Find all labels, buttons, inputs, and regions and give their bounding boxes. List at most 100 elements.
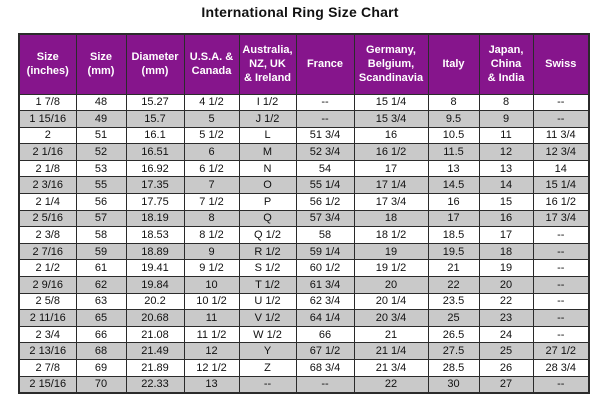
table-cell: 21 3/4	[353, 359, 429, 377]
table-cell: U 1/2	[238, 292, 297, 311]
table-cell: 23.5	[427, 292, 480, 311]
table-cell: W 1/2	[238, 325, 297, 344]
table-cell: 24	[478, 325, 534, 344]
table-cell: --	[295, 375, 355, 394]
table-cell: 8	[427, 93, 480, 112]
table-cell: 16.51	[125, 143, 185, 161]
table-cell: --	[532, 110, 590, 128]
table-cell: 65	[75, 309, 127, 327]
table-cell: 19.41	[125, 259, 185, 278]
table-cell: 2 3/8	[18, 226, 77, 244]
column-header: U.S.A. & Canada	[183, 33, 240, 95]
table-cell: 19 1/2	[353, 259, 429, 278]
table-cell: 48	[75, 93, 127, 112]
table-cell: 68	[75, 342, 127, 360]
table-row: 2 11/16 65 20.68 11 V 1/2 64 1/4 20 3/4 25 23 --	[18, 309, 590, 327]
table-cell: 20.2	[125, 292, 185, 311]
table-cell: 17	[478, 226, 534, 244]
table-cell: 9	[478, 110, 534, 128]
table-cell: 19.84	[125, 276, 185, 294]
table-cell: 22	[478, 292, 534, 311]
table-cell: Q 1/2	[238, 226, 297, 244]
column-header: Swiss	[532, 33, 590, 95]
table-cell: 2 7/8	[18, 359, 77, 377]
table-row: 2 1/16 52 16.51 6 M 52 3/4 16 1/2 11.5 12 12 3/4	[18, 143, 590, 161]
column-header: Germany, Belgium, Scandinavia	[353, 33, 429, 95]
table-cell: 16 1/2	[532, 193, 590, 211]
column-header: Diameter (mm)	[125, 33, 185, 95]
table-row: 2 7/8 69 21.89 12 1/2 Z 68 3/4 21 3/4 28.5 26 28 …	[18, 359, 590, 377]
table-cell: 49	[75, 110, 127, 128]
table-cell: N	[238, 159, 297, 178]
table-cell: 12 1/2	[183, 359, 240, 377]
column-header: Size (mm)	[75, 33, 127, 95]
table-cell: 57 3/4	[295, 209, 355, 228]
table-cell: 17	[427, 209, 480, 228]
table-cell: 30	[427, 375, 480, 394]
table-cell: 7	[183, 176, 240, 195]
table-cell: 2 11/16	[18, 309, 77, 327]
table-row: 2 51 16.1 5 1/2 L 51 3/4 16 10.5 11 11 3/4	[18, 126, 590, 145]
table-cell: 2 9/16	[18, 276, 77, 294]
table-cell: I 1/2	[238, 93, 297, 112]
table-row: 1 7/8 48 15.27 4 1/2 I 1/2 -- 15 1/4 8 8 --	[18, 93, 590, 112]
table-row: 2 9/16 62 19.84 10 T 1/2 61 3/4 20 22 20 --	[18, 276, 590, 294]
table-cell: 52	[75, 143, 127, 161]
table-cell: 11.5	[427, 143, 480, 161]
table-row: 2 1/8 53 16.92 6 1/2 N 54 17 13 13 14	[18, 159, 590, 178]
table-cell: S 1/2	[238, 259, 297, 278]
ring-size-table: Size (inches) Size (mm) Diameter (mm) U.S.A…	[18, 33, 590, 394]
table-cell: 9 1/2	[183, 259, 240, 278]
table-cell: Q	[238, 209, 297, 228]
table-cell: 7 1/2	[183, 193, 240, 211]
column-header: Japan, China & India	[478, 33, 534, 95]
table-cell: 20 1/4	[353, 292, 429, 311]
table-cell: 52 3/4	[295, 143, 355, 161]
table-row: 2 1/2 61 19.41 9 1/2 S 1/2 60 1/2 19 1/2 21 19 --	[18, 259, 590, 278]
table-cell: 70	[75, 375, 127, 394]
table-cell: 2 1/8	[18, 159, 77, 178]
table-cell: 15 3/4	[353, 110, 429, 128]
table-cell: 17.75	[125, 193, 185, 211]
table-cell: 13	[427, 159, 480, 178]
table-cell: 18	[478, 242, 534, 261]
table-row: 2 7/16 59 18.89 9 R 1/2 59 1/4 19 19.5 18 --	[18, 242, 590, 261]
table-cell: 18 1/2	[353, 226, 429, 244]
table-cell: 19.5	[427, 242, 480, 261]
table-row: 1 15/16 49 15.7 5 J 1/2 -- 15 3/4 9.5 9 --	[18, 110, 590, 128]
table-cell: --	[532, 259, 590, 278]
table-cell: Z	[238, 359, 297, 377]
table-row: 2 3/4 66 21.08 11 1/2 W 1/2 66 21 26.5 24 --	[18, 325, 590, 344]
table-cell: 15.27	[125, 93, 185, 112]
table-cell: 15	[478, 193, 534, 211]
table-cell: Y	[238, 342, 297, 360]
table-cell: 62	[75, 276, 127, 294]
table-cell: 14.5	[427, 176, 480, 195]
table-cell: 56	[75, 193, 127, 211]
table-cell: 57	[75, 209, 127, 228]
table-cell: --	[532, 292, 590, 311]
table-cell: 19	[478, 259, 534, 278]
table-cell: 69	[75, 359, 127, 377]
table-cell: 59 1/4	[295, 242, 355, 261]
table-cell: 2 15/16	[18, 375, 77, 394]
table-cell: 15 1/4	[353, 93, 429, 112]
table-cell: 2	[18, 126, 77, 145]
table-cell: 58	[75, 226, 127, 244]
table-header-row: Size (inches) Size (mm) Diameter (mm) U.S.A…	[18, 33, 590, 95]
table-cell: --	[532, 93, 590, 112]
table-cell: 6 1/2	[183, 159, 240, 178]
table-cell: 8	[183, 209, 240, 228]
table-cell: --	[532, 309, 590, 327]
table-cell: 19	[353, 242, 429, 261]
table-cell: 51	[75, 126, 127, 145]
table-cell: 8 1/2	[183, 226, 240, 244]
table-cell: 20	[478, 276, 534, 294]
table-cell: 54	[295, 159, 355, 178]
table-cell: 18.53	[125, 226, 185, 244]
table-cell: 66	[75, 325, 127, 344]
table-cell: --	[532, 276, 590, 294]
table-cell: 9.5	[427, 110, 480, 128]
table-cell: 6	[183, 143, 240, 161]
